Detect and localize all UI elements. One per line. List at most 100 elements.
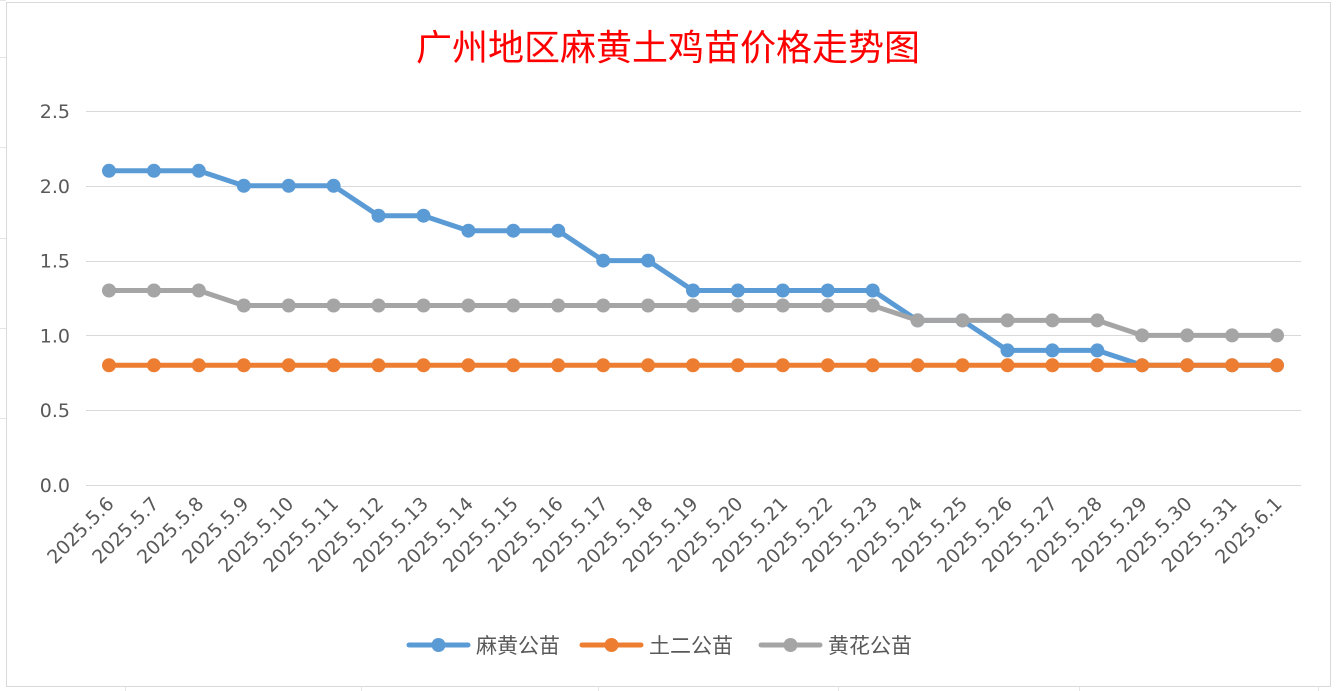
data-point[interactable] — [146, 358, 161, 373]
data-point[interactable] — [1090, 313, 1105, 328]
data-point[interactable] — [775, 358, 790, 373]
data-point[interactable] — [1180, 358, 1195, 373]
data-point[interactable] — [820, 283, 835, 298]
data-point[interactable] — [191, 358, 206, 373]
legend-item[interactable]: 麻黄公苗 — [406, 634, 560, 658]
data-point[interactable] — [730, 283, 745, 298]
data-point[interactable] — [775, 283, 790, 298]
data-point[interactable] — [551, 298, 566, 313]
data-point[interactable] — [146, 163, 161, 178]
data-point[interactable] — [1000, 343, 1015, 358]
data-point[interactable] — [865, 298, 880, 313]
data-point[interactable] — [641, 253, 656, 268]
data-point[interactable] — [146, 283, 161, 298]
y-tick-label: 2.0 — [40, 176, 70, 198]
data-point[interactable] — [506, 223, 521, 238]
legend-label: 土二公苗 — [649, 634, 733, 658]
data-point[interactable] — [1225, 328, 1240, 343]
data-point[interactable] — [820, 358, 835, 373]
data-point[interactable] — [596, 298, 611, 313]
data-point[interactable] — [416, 358, 431, 373]
legend-marker — [431, 638, 446, 652]
data-point[interactable] — [1090, 358, 1105, 373]
data-point[interactable] — [1000, 358, 1015, 373]
series-2 — [102, 358, 1284, 373]
data-point[interactable] — [1135, 358, 1150, 373]
data-point[interactable] — [326, 358, 341, 373]
y-axis: 0.0 0.5 1.0 1.5 2.0 2.5 — [40, 101, 70, 497]
data-point[interactable] — [236, 298, 251, 313]
data-point[interactable] — [641, 298, 656, 313]
data-point[interactable] — [461, 298, 476, 313]
data-point[interactable] — [686, 298, 700, 313]
data-point[interactable] — [1225, 358, 1240, 373]
data-point[interactable] — [416, 208, 431, 223]
legend-label: 麻黄公苗 — [476, 634, 560, 658]
data-point[interactable] — [1180, 328, 1195, 343]
data-point[interactable] — [506, 298, 521, 313]
data-point[interactable] — [1045, 343, 1060, 358]
data-point[interactable] — [371, 208, 386, 223]
data-point[interactable] — [551, 358, 566, 373]
data-point[interactable] — [461, 358, 476, 373]
data-point[interactable] — [461, 223, 476, 238]
data-point[interactable] — [1090, 343, 1105, 358]
data-point[interactable] — [910, 358, 925, 373]
data-point[interactable] — [236, 358, 251, 373]
chart-title: 广州地区麻黄土鸡苗价格走势图 — [416, 28, 920, 69]
data-point[interactable] — [775, 298, 790, 313]
data-point[interactable] — [730, 298, 745, 313]
y-tick-label: 1.5 — [40, 251, 70, 273]
data-point[interactable] — [1045, 358, 1060, 373]
data-point[interactable] — [191, 163, 206, 178]
data-point[interactable] — [102, 358, 116, 373]
data-point[interactable] — [1045, 313, 1060, 328]
data-point[interactable] — [102, 283, 116, 298]
legend-marker — [783, 638, 798, 652]
data-point[interactable] — [641, 358, 656, 373]
data-point[interactable] — [955, 358, 970, 373]
data-point[interactable] — [551, 223, 566, 238]
legend-item[interactable]: 黄花公苗 — [758, 634, 912, 658]
y-tick-label: 1.0 — [40, 325, 70, 347]
legend-item[interactable]: 土二公苗 — [579, 634, 733, 658]
y-tick-label: 0.0 — [40, 475, 70, 497]
data-point[interactable] — [596, 358, 611, 373]
data-point[interactable] — [910, 313, 925, 328]
data-point[interactable] — [686, 358, 700, 373]
data-point[interactable] — [955, 313, 970, 328]
data-point[interactable] — [1000, 313, 1015, 328]
legend: 麻黄公苗 土二公苗 黄花公苗 — [406, 634, 912, 658]
y-tick-label: 0.5 — [40, 400, 70, 422]
plot-series — [102, 163, 1284, 373]
data-point[interactable] — [326, 298, 341, 313]
data-point[interactable] — [820, 298, 835, 313]
data-point[interactable] — [596, 253, 611, 268]
data-point[interactable] — [326, 178, 341, 193]
data-point[interactable] — [416, 298, 431, 313]
data-point[interactable] — [1270, 358, 1284, 373]
chart-area-border[interactable] — [6, 2, 1331, 687]
legend-label: 黄花公苗 — [828, 634, 912, 658]
data-point[interactable] — [236, 178, 251, 193]
data-point[interactable] — [281, 178, 296, 193]
legend-marker — [604, 638, 619, 652]
data-point[interactable] — [1270, 328, 1284, 343]
data-point[interactable] — [730, 358, 745, 373]
y-tick-label: 2.5 — [40, 101, 70, 123]
data-point[interactable] — [865, 283, 880, 298]
data-point[interactable] — [191, 283, 206, 298]
data-point[interactable] — [371, 358, 386, 373]
data-point[interactable] — [506, 358, 521, 373]
data-point[interactable] — [686, 283, 700, 298]
series-3 — [102, 283, 1284, 343]
data-point[interactable] — [102, 163, 116, 178]
data-point[interactable] — [1135, 328, 1150, 343]
data-point[interactable] — [865, 358, 880, 373]
data-point[interactable] — [281, 298, 296, 313]
data-point[interactable] — [371, 298, 386, 313]
data-point[interactable] — [281, 358, 296, 373]
